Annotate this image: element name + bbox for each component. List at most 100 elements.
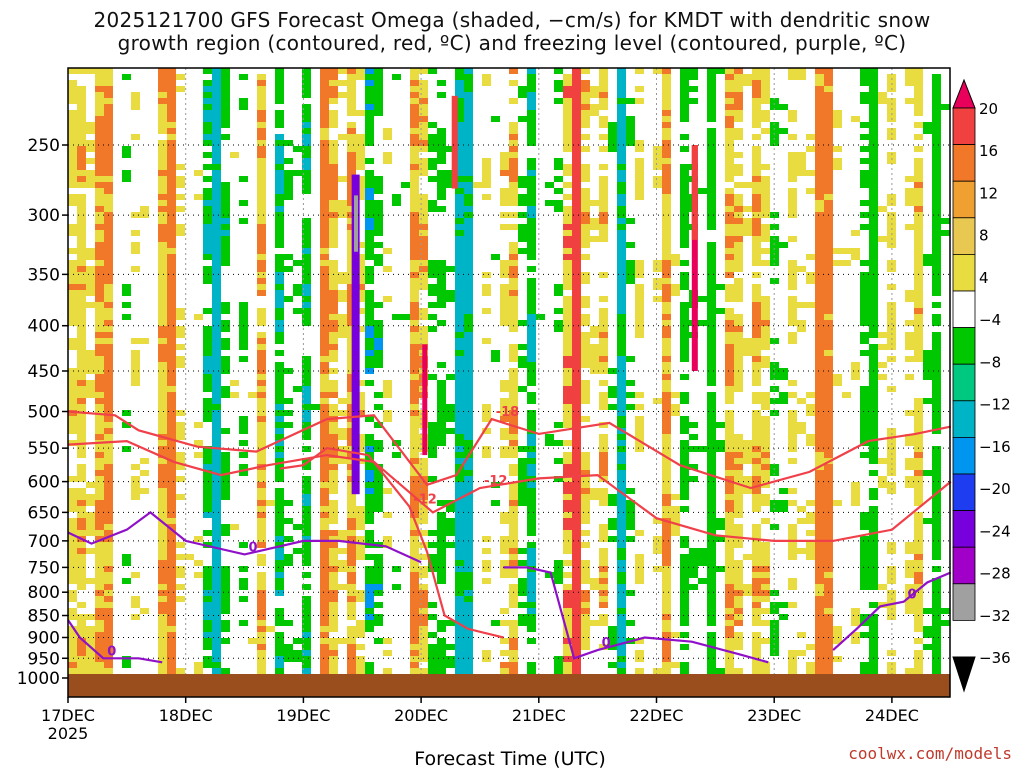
omega-cell xyxy=(212,86,221,92)
omega-cell xyxy=(509,260,518,266)
omega-cell xyxy=(815,362,824,368)
omega-cell xyxy=(734,512,743,518)
omega-cell xyxy=(77,326,86,332)
omega-cell xyxy=(626,500,635,506)
omega-cell xyxy=(410,74,419,80)
credit-text[interactable]: coolwx.com/models xyxy=(848,744,1012,763)
omega-cell xyxy=(500,224,509,230)
omega-cell xyxy=(356,152,365,158)
omega-cell xyxy=(320,272,329,278)
omega-cell xyxy=(302,380,311,386)
omega-cell xyxy=(320,542,329,548)
omega-cell xyxy=(905,542,914,548)
omega-cell xyxy=(320,476,329,482)
omega-cell xyxy=(131,92,140,98)
omega-cell xyxy=(869,554,878,560)
omega-cell xyxy=(617,68,626,74)
omega-cell xyxy=(338,434,347,440)
omega-cell xyxy=(680,440,689,446)
omega-cell xyxy=(734,320,743,326)
omega-cell xyxy=(518,602,527,608)
omega-cell xyxy=(860,158,869,164)
omega-cell xyxy=(167,332,176,338)
omega-cell xyxy=(824,86,833,92)
omega-cell xyxy=(563,422,572,428)
omega-cell xyxy=(455,218,464,224)
omega-cell xyxy=(635,68,644,74)
omega-cell xyxy=(707,476,716,482)
omega-cell xyxy=(671,290,680,296)
omega-cell xyxy=(734,152,743,158)
omega-cell xyxy=(410,578,419,584)
omega-cell xyxy=(635,578,644,584)
omega-cell xyxy=(572,230,581,236)
omega-cell xyxy=(563,80,572,86)
omega-cell xyxy=(680,560,689,566)
omega-cell xyxy=(176,230,185,236)
omega-cell xyxy=(320,314,329,320)
omega-cell xyxy=(914,404,923,410)
omega-cell xyxy=(932,536,941,542)
omega-cell xyxy=(212,218,221,224)
omega-cell xyxy=(527,164,536,170)
omega-cell xyxy=(716,440,725,446)
omega-cell xyxy=(167,164,176,170)
omega-cell xyxy=(77,362,86,368)
omega-cell xyxy=(95,506,104,512)
omega-cell xyxy=(725,188,734,194)
omega-cell xyxy=(869,110,878,116)
omega-cell xyxy=(923,254,932,260)
omega-cell xyxy=(383,650,392,656)
omega-cell xyxy=(563,248,572,254)
omega-cell xyxy=(788,278,797,284)
omega-cell xyxy=(860,308,869,314)
omega-cell xyxy=(617,464,626,470)
omega-cell xyxy=(455,86,464,92)
omega-cell xyxy=(275,590,284,596)
omega-cell xyxy=(365,116,374,122)
omega-cell xyxy=(572,656,581,662)
omega-cell xyxy=(707,530,716,536)
omega-cell xyxy=(338,332,347,338)
omega-cell xyxy=(824,236,833,242)
omega-cell xyxy=(680,662,689,668)
omega-cell xyxy=(68,380,77,386)
omega-cell xyxy=(428,284,437,290)
omega-cell xyxy=(158,248,167,254)
omega-cell xyxy=(761,188,770,194)
omega-cell xyxy=(347,554,356,560)
omega-cell xyxy=(374,182,383,188)
omega-cell xyxy=(77,548,86,554)
omega-cell xyxy=(563,410,572,416)
omega-cell xyxy=(671,254,680,260)
omega-cell xyxy=(527,98,536,104)
omega-cell xyxy=(932,134,941,140)
omega-cell xyxy=(707,428,716,434)
omega-cell xyxy=(419,92,428,98)
omega-cell xyxy=(329,296,338,302)
omega-cell xyxy=(932,314,941,320)
omega-cell xyxy=(617,548,626,554)
omega-cell xyxy=(347,158,356,164)
omega-cell xyxy=(572,104,581,110)
omega-cell xyxy=(464,104,473,110)
omega-cell xyxy=(410,590,419,596)
omega-cell xyxy=(662,398,671,404)
omega-cell xyxy=(581,338,590,344)
omega-cell xyxy=(131,134,140,140)
omega-cell xyxy=(635,560,644,566)
omega-cell xyxy=(734,254,743,260)
omega-cell xyxy=(590,356,599,362)
omega-cell xyxy=(680,188,689,194)
omega-cell xyxy=(419,242,428,248)
omega-cell xyxy=(905,566,914,572)
omega-cell xyxy=(527,206,536,212)
omega-cell xyxy=(887,74,896,80)
omega-cell xyxy=(788,602,797,608)
omega-cell xyxy=(275,152,284,158)
omega-cell xyxy=(455,296,464,302)
omega-cell xyxy=(635,164,644,170)
omega-cell xyxy=(869,656,878,662)
omega-cell xyxy=(221,206,230,212)
omega-cell xyxy=(176,566,185,572)
